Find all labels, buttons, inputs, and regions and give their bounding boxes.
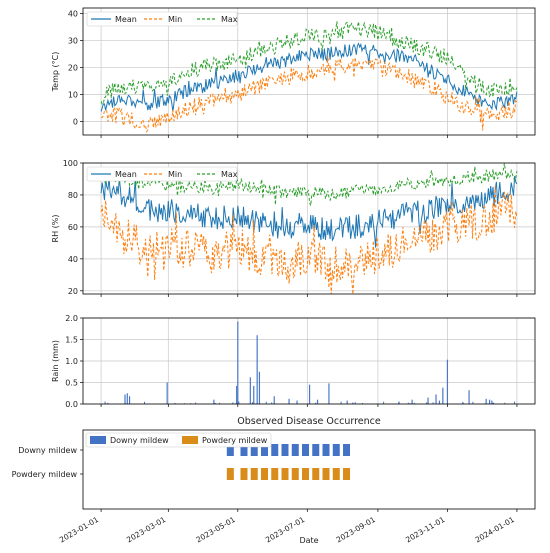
occurrence-bar-downy-mildew xyxy=(323,444,330,456)
occurrence-bar-downy-mildew xyxy=(271,444,278,456)
y-axis-label: RH (%) xyxy=(51,215,60,243)
y-tick-label: Downy mildew xyxy=(18,446,77,455)
occurrence-bar-downy-mildew xyxy=(302,444,309,456)
rain-bar xyxy=(435,395,436,404)
x-tick-label: 2023-05-01 xyxy=(195,515,237,545)
x-tick-label: 2023-11-01 xyxy=(404,515,446,545)
occurrence-bar-powdery-mildew xyxy=(240,468,247,480)
rain-bar xyxy=(489,400,490,404)
x-axis-label: Date xyxy=(299,536,318,545)
occurrence-bar-powdery-mildew xyxy=(271,468,278,480)
y-tick-label: 2.0 xyxy=(65,314,78,323)
x-tick-label: 2023-01-01 xyxy=(58,515,100,545)
occurrence-bar-powdery-mildew xyxy=(292,468,299,480)
rain-bar xyxy=(491,401,492,404)
y-tick-label: 0.5 xyxy=(65,379,78,388)
rain-bar xyxy=(257,335,258,404)
occurrence-bar-downy-mildew xyxy=(333,444,340,456)
y-tick-label: 60 xyxy=(68,223,78,232)
legend-label-mean: Mean xyxy=(115,15,137,24)
x-tick-label: 2023-09-01 xyxy=(335,515,377,545)
rain-bar xyxy=(309,385,310,404)
rain-bar xyxy=(237,321,238,404)
legend-label-max: Max xyxy=(221,170,238,179)
series-max-line xyxy=(101,21,517,104)
y-tick-label: 20 xyxy=(68,63,78,72)
rain-bar xyxy=(236,386,237,404)
rain-bar xyxy=(296,401,297,404)
rain-bar xyxy=(328,383,329,404)
y-tick-label: 40 xyxy=(68,255,78,264)
rain-bar xyxy=(412,400,413,404)
y-tick-label: 30 xyxy=(68,36,78,45)
occurrence-bar-downy-mildew xyxy=(312,444,319,456)
y-tick-label: Powdery mildew xyxy=(12,470,78,479)
y-tick-label: 0.0 xyxy=(65,400,78,409)
legend-label-min: Min xyxy=(168,170,182,179)
rain-bar xyxy=(439,401,440,404)
rain-bar xyxy=(259,372,260,404)
rain-bar xyxy=(486,399,487,404)
rain-bar xyxy=(468,390,469,404)
legend: Mean Min Max xyxy=(87,12,238,26)
series-min-line xyxy=(101,56,517,132)
y-tick-label: 1.5 xyxy=(65,336,78,345)
occurrence-bar-powdery-mildew xyxy=(343,468,350,480)
x-tick-label: 2024-01-01 xyxy=(474,515,516,545)
legend-swatch xyxy=(90,436,106,444)
chart-title: Observed Disease Occurrence xyxy=(237,416,381,427)
rain-bar xyxy=(124,395,125,404)
occurrence-bar-powdery-mildew xyxy=(282,468,289,480)
series-mean-line xyxy=(101,176,517,248)
rain-bar xyxy=(167,383,168,405)
occurrence-bar-powdery-mildew xyxy=(323,468,330,480)
y-tick-label: 0 xyxy=(73,117,78,126)
rain-bar xyxy=(213,400,214,404)
y-axis-label: Temp (°C) xyxy=(51,52,60,93)
legend-label-max: Max xyxy=(221,15,238,24)
legend: Downy mildew Powdery mildew xyxy=(86,433,271,447)
rain-bar xyxy=(442,388,443,404)
occurrence-bar-powdery-mildew xyxy=(333,468,340,480)
occurrence-bar-powdery-mildew xyxy=(227,468,234,480)
y-tick-label: 20 xyxy=(68,287,78,296)
y-tick-label: 80 xyxy=(68,191,78,200)
rain-bar xyxy=(288,399,289,404)
rain-bar xyxy=(253,386,254,404)
series-min-line xyxy=(101,186,517,294)
rain-bar xyxy=(427,398,428,404)
legend-label: Powdery mildew xyxy=(202,436,268,445)
occurrence-bar-downy-mildew xyxy=(282,444,289,456)
y-tick-label: 10 xyxy=(68,90,78,99)
rain-bar xyxy=(447,360,448,404)
legend-swatch xyxy=(182,436,198,444)
y-tick-label: 40 xyxy=(68,9,78,18)
y-axis-label: Rain (mm) xyxy=(51,340,60,382)
occurrence-bar-downy-mildew xyxy=(292,444,299,456)
legend-label-mean: Mean xyxy=(115,170,137,179)
rain-bar xyxy=(250,377,251,404)
legend-label-min: Min xyxy=(168,15,182,24)
occurrence-bar-powdery-mildew xyxy=(312,468,319,480)
occurrence-bar-powdery-mildew xyxy=(251,468,258,480)
y-tick-label: 100 xyxy=(63,159,78,168)
rain-bar xyxy=(274,396,275,404)
legend-label: Downy mildew xyxy=(110,436,169,445)
rain-bar xyxy=(347,401,348,404)
rain-bar xyxy=(129,396,130,404)
x-tick-label: 2023-03-01 xyxy=(125,515,167,545)
occurrence-bar-downy-mildew xyxy=(343,444,350,456)
rain-bar xyxy=(127,393,128,404)
occurrence-bar-powdery-mildew xyxy=(261,468,268,480)
y-tick-label: 1.0 xyxy=(65,357,78,366)
legend: Mean Min Max xyxy=(87,167,238,181)
occurrence-bar-powdery-mildew xyxy=(302,468,309,480)
